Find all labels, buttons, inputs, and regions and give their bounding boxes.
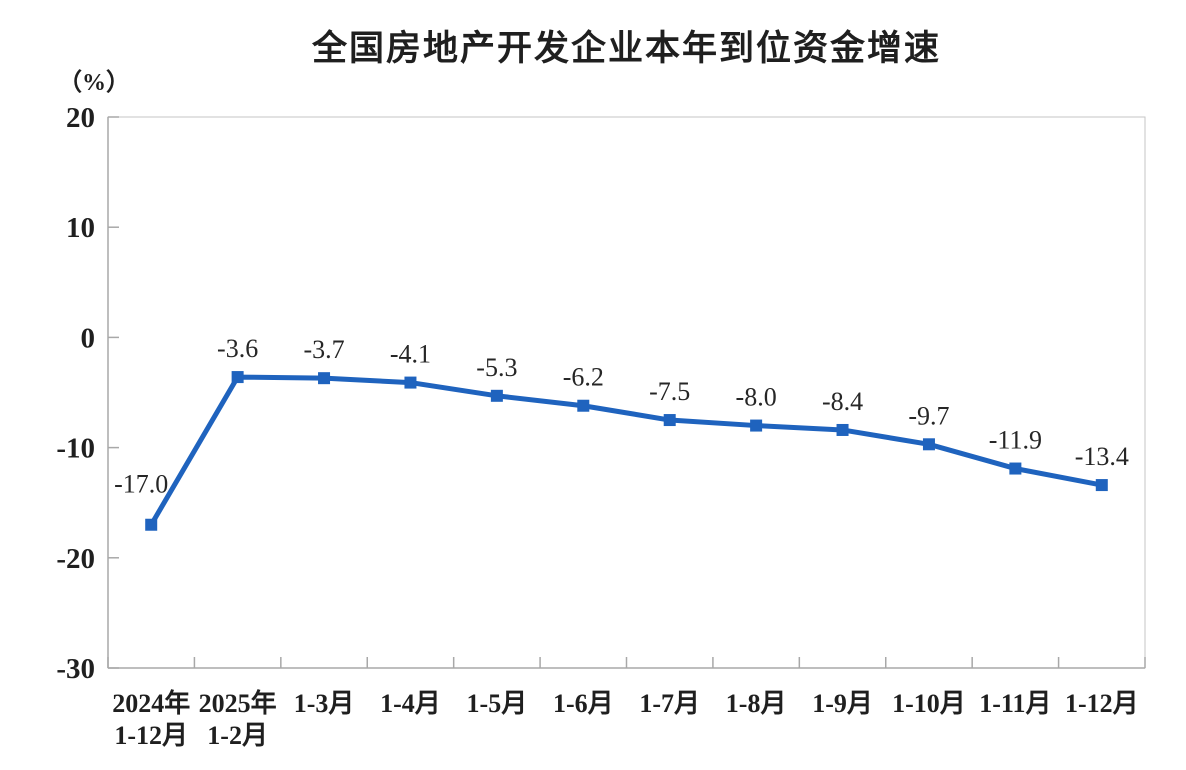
x-axis-label: 1-4月 [380,689,441,718]
data-line [148,374,1105,528]
data-point-marker [404,376,417,389]
data-point-label: -8.0 [736,383,777,412]
data-point-marker [663,414,676,427]
data-point-marker [1009,462,1022,475]
data-point-marker [836,423,849,436]
data-point-label: -11.9 [989,426,1042,455]
data-point-marker [145,518,158,531]
plot-border [107,116,1146,669]
data-point-marker [922,438,935,451]
data-point-label: -8.4 [822,387,863,416]
data-point-label: -5.3 [476,353,517,382]
x-axis-label: 1-2月 [207,721,268,750]
data-point-label: -13.4 [1075,442,1129,471]
data-point-label: -17.0 [114,470,168,499]
data-point-marker [1095,479,1108,492]
y-tick-label: 10 [66,212,95,244]
x-axis-label: 1-12月 [114,721,188,750]
data-point-label: -9.7 [908,401,949,430]
x-axis-label: 1-10月 [892,689,966,718]
data-point-marker [750,419,763,432]
data-point-label: -4.1 [390,340,431,369]
x-axis-label: 1-6月 [553,689,614,718]
y-tick-label: -10 [56,433,95,465]
x-axis-label: 1-7月 [639,689,700,718]
x-axis-label: 1-5月 [467,689,528,718]
data-point-label: -3.7 [303,335,344,364]
x-axis-label: 1-8月 [726,689,787,718]
chart-title: 全国房地产开发企业本年到位资金增速 [311,29,941,68]
y-tick-label: -20 [56,543,95,575]
x-axis-label: 1-12月 [1065,689,1139,718]
y-tick-label: 20 [66,102,95,134]
data-point-marker [577,399,590,412]
y-tick-label: -30 [56,653,95,685]
x-axis-label: 1-11月 [979,689,1051,718]
y-tick-label: 0 [81,322,96,354]
x-axis-label: 1-3月 [294,689,355,718]
y-axis-unit-label: （%） [58,70,130,96]
x-axis-label: 2025年 [199,688,277,718]
data-point-label: -6.2 [563,363,604,392]
data-point-marker [490,389,503,402]
x-axis-label: 1-9月 [812,689,873,718]
data-point-marker [231,371,244,384]
data-point-marker [318,372,331,385]
data-point-label: -3.6 [217,334,258,363]
data-point-label: -7.5 [649,377,690,406]
x-axis-label: 2024年 [112,688,190,718]
